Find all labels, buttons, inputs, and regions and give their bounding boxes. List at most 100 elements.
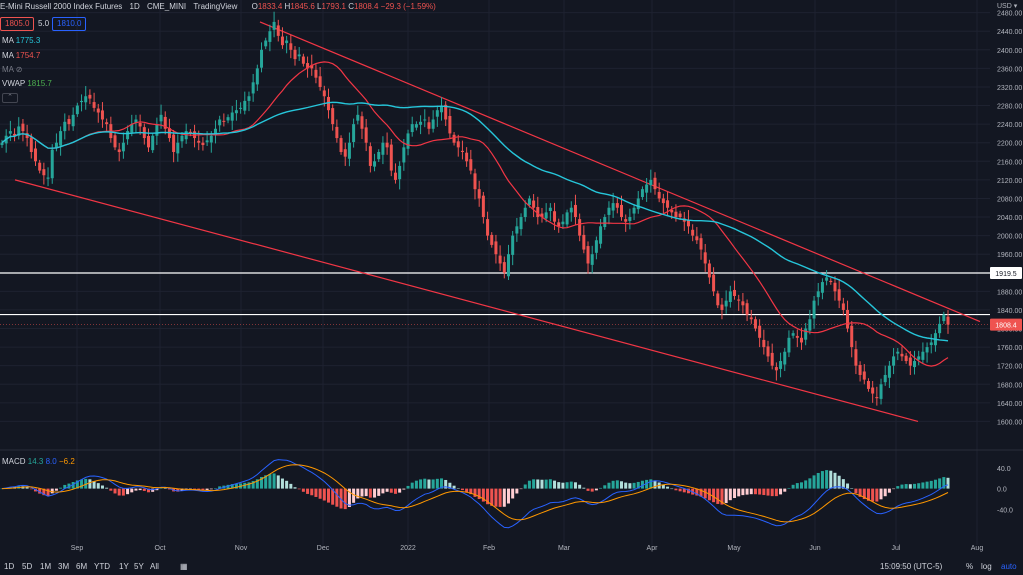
- eye-hidden-icon[interactable]: ⊘: [15, 65, 23, 74]
- macd-histogram-bar: [925, 481, 929, 489]
- candle-body: [46, 177, 50, 179]
- candle-body: [297, 54, 301, 57]
- price-chart[interactable]: 2480.00 2440.00 2400.00 2360.00 2320.00 2280.…: [0, 0, 1023, 560]
- percent-toggle[interactable]: %: [966, 562, 974, 571]
- macd-histogram-bar: [264, 475, 268, 489]
- low-value: 1793.1: [321, 2, 346, 11]
- range-1d[interactable]: 1D: [4, 562, 15, 571]
- candle-body: [829, 280, 833, 283]
- candle-body: [486, 219, 490, 236]
- candle-body: [25, 133, 29, 139]
- candle-body: [787, 337, 791, 353]
- candle-body: [398, 165, 402, 180]
- range-5d[interactable]: 5D: [22, 562, 33, 571]
- candle-body: [59, 131, 63, 146]
- range-5y[interactable]: 5Y: [134, 562, 144, 571]
- macd-histogram-bar: [624, 482, 628, 489]
- ma2-legend[interactable]: MA 1754.7: [2, 51, 40, 60]
- macd-line-value: 8.0: [45, 457, 57, 466]
- collapse-legend-button[interactable]: ⌃: [2, 93, 18, 103]
- candle-body: [8, 131, 12, 134]
- range-1y[interactable]: 1Y: [119, 562, 129, 571]
- macd-histogram-bar: [398, 488, 402, 493]
- close-value: 1808.4: [353, 2, 379, 11]
- macd-histogram-bar: [456, 488, 460, 489]
- macd-histogram-bar: [766, 488, 770, 496]
- macd-histogram-bar: [356, 488, 360, 499]
- ma1-legend[interactable]: MA 1775.3: [2, 36, 40, 45]
- macd-histogram-bar: [105, 487, 109, 489]
- trendline-upper: [259, 21, 981, 323]
- candle-body: [645, 184, 649, 193]
- y-tick-label: 1960.00: [997, 252, 1022, 259]
- macd-histogram-bar: [603, 485, 607, 489]
- ask-button[interactable]: 1810.0: [52, 17, 87, 31]
- candle-body: [494, 241, 498, 255]
- range-3m[interactable]: 3M: [58, 562, 70, 571]
- y-tick-label: 1600.00: [997, 419, 1022, 426]
- x-tick-label: Jul: [892, 545, 901, 552]
- ma3-label: MA: [2, 65, 14, 74]
- macd-histogram-bar: [339, 488, 343, 509]
- macd-histogram-bar: [452, 485, 456, 489]
- candle-body: [527, 198, 531, 205]
- candle-body: [540, 213, 544, 218]
- candle-body: [841, 303, 845, 310]
- macd-legend[interactable]: MACD 14.3 8.0 −6.2: [2, 457, 75, 466]
- symbol-title[interactable]: E-Mini Russell 2000 Index Futures: [0, 2, 123, 11]
- macd-histogram-bar: [573, 482, 577, 489]
- auto-toggle[interactable]: auto: [1001, 562, 1017, 571]
- macd-histogram-bar: [862, 488, 866, 500]
- macd-histogram-bar: [904, 484, 908, 489]
- candle-body: [343, 149, 347, 157]
- x-tick-label: Oct: [155, 545, 166, 552]
- candle-body: [410, 124, 414, 133]
- macd-histogram-bar: [96, 483, 100, 489]
- candle-body: [569, 207, 573, 213]
- candle-body: [460, 150, 464, 152]
- macd-histogram-bar: [167, 488, 171, 490]
- macd-histogram-bar: [151, 488, 155, 492]
- vwap-value: 1815.7: [27, 79, 52, 88]
- candle-body: [285, 40, 289, 44]
- ma3-legend[interactable]: MA ⊘: [2, 65, 23, 74]
- candle-body: [134, 119, 138, 123]
- macd-histogram-bar: [117, 488, 121, 496]
- range-6m[interactable]: 6M: [76, 562, 88, 571]
- macd-histogram-bar: [477, 488, 481, 500]
- candle-body: [791, 333, 795, 336]
- macd-histogram-bar: [318, 488, 322, 499]
- candle-body: [360, 116, 364, 129]
- macd-histogram-bar: [779, 488, 783, 495]
- interval-label[interactable]: 1D: [129, 2, 140, 11]
- x-tick-label: Mar: [558, 545, 571, 552]
- macd-histogram-bar: [59, 487, 63, 489]
- macd-histogram-bar: [159, 488, 163, 489]
- candle-body: [280, 36, 284, 46]
- log-toggle[interactable]: log: [981, 562, 992, 571]
- candle-body: [716, 293, 720, 306]
- range-all[interactable]: All: [150, 562, 159, 571]
- macd-histogram-bar: [850, 488, 854, 489]
- candle-body: [938, 323, 942, 334]
- y-unit-label: USD ▾: [997, 3, 1018, 10]
- range-1m[interactable]: 1M: [40, 562, 52, 571]
- calendar-icon[interactable]: ▦: [180, 562, 188, 571]
- candle-body: [130, 124, 134, 133]
- candle-body: [519, 217, 523, 230]
- macd-histogram-bar: [188, 488, 192, 490]
- macd-histogram-bar: [155, 488, 159, 491]
- macd-histogram-bar: [84, 478, 88, 489]
- vwap-legend[interactable]: VWAP 1815.7: [2, 79, 52, 88]
- range-ytd[interactable]: YTD: [94, 562, 110, 571]
- candle-body: [795, 335, 799, 338]
- bid-button[interactable]: 1805.0: [0, 17, 35, 31]
- macd-histogram-bar: [678, 488, 682, 492]
- candle-body: [506, 254, 510, 277]
- candle-body: [636, 198, 640, 210]
- candle-body: [733, 289, 737, 296]
- macd-histogram-bar: [360, 488, 364, 497]
- candle-body: [762, 339, 766, 348]
- macd-histogram-bar: [410, 482, 414, 489]
- y-tick-label: 2080.00: [997, 196, 1022, 203]
